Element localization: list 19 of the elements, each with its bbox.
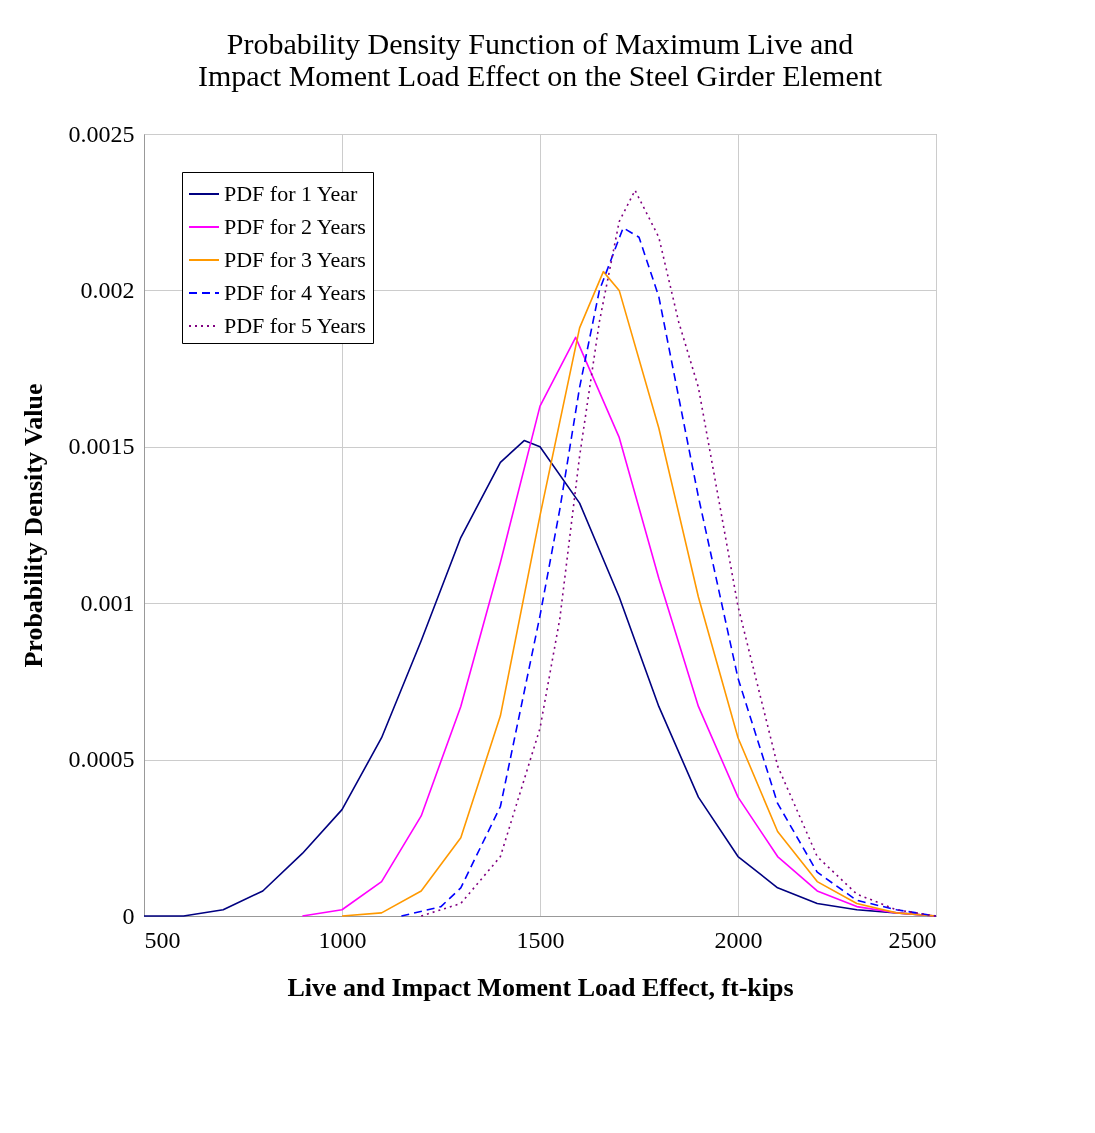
x-tick-label: 1000: [318, 926, 367, 953]
chart-title: Probability Density Function of Maximum Live and Impact Moment Load Effect on the Steel Girder Element: [197, 27, 883, 92]
x-axis-title: Live and Impact Moment Load Effect, ft-kips: [287, 972, 794, 1002]
x-tick-label: 2000: [714, 926, 763, 953]
x-tick-label: 500: [144, 926, 181, 953]
x-tick-label: 2500: [888, 926, 937, 953]
legend-label: PDF for 3 Years: [224, 247, 366, 272]
legend-label: PDF for 2 Years: [224, 214, 366, 239]
legend-label: PDF for 1 Year: [224, 181, 358, 206]
legend-label: PDF for 5 Years: [224, 313, 366, 338]
legend-label: PDF for 4 Years: [224, 280, 366, 305]
y-axis-title: Probability Density Value: [18, 383, 48, 668]
y-tick-label: 0.0025: [68, 120, 135, 147]
y-tick-label: 0: [122, 902, 135, 929]
x-tick-label: 1500: [516, 926, 565, 953]
y-tick-label: 0.0005: [68, 746, 135, 773]
y-tick-label: 0.002: [80, 276, 135, 303]
y-tick-label: 0.0015: [68, 433, 135, 460]
y-tick-label: 0.001: [80, 589, 135, 616]
